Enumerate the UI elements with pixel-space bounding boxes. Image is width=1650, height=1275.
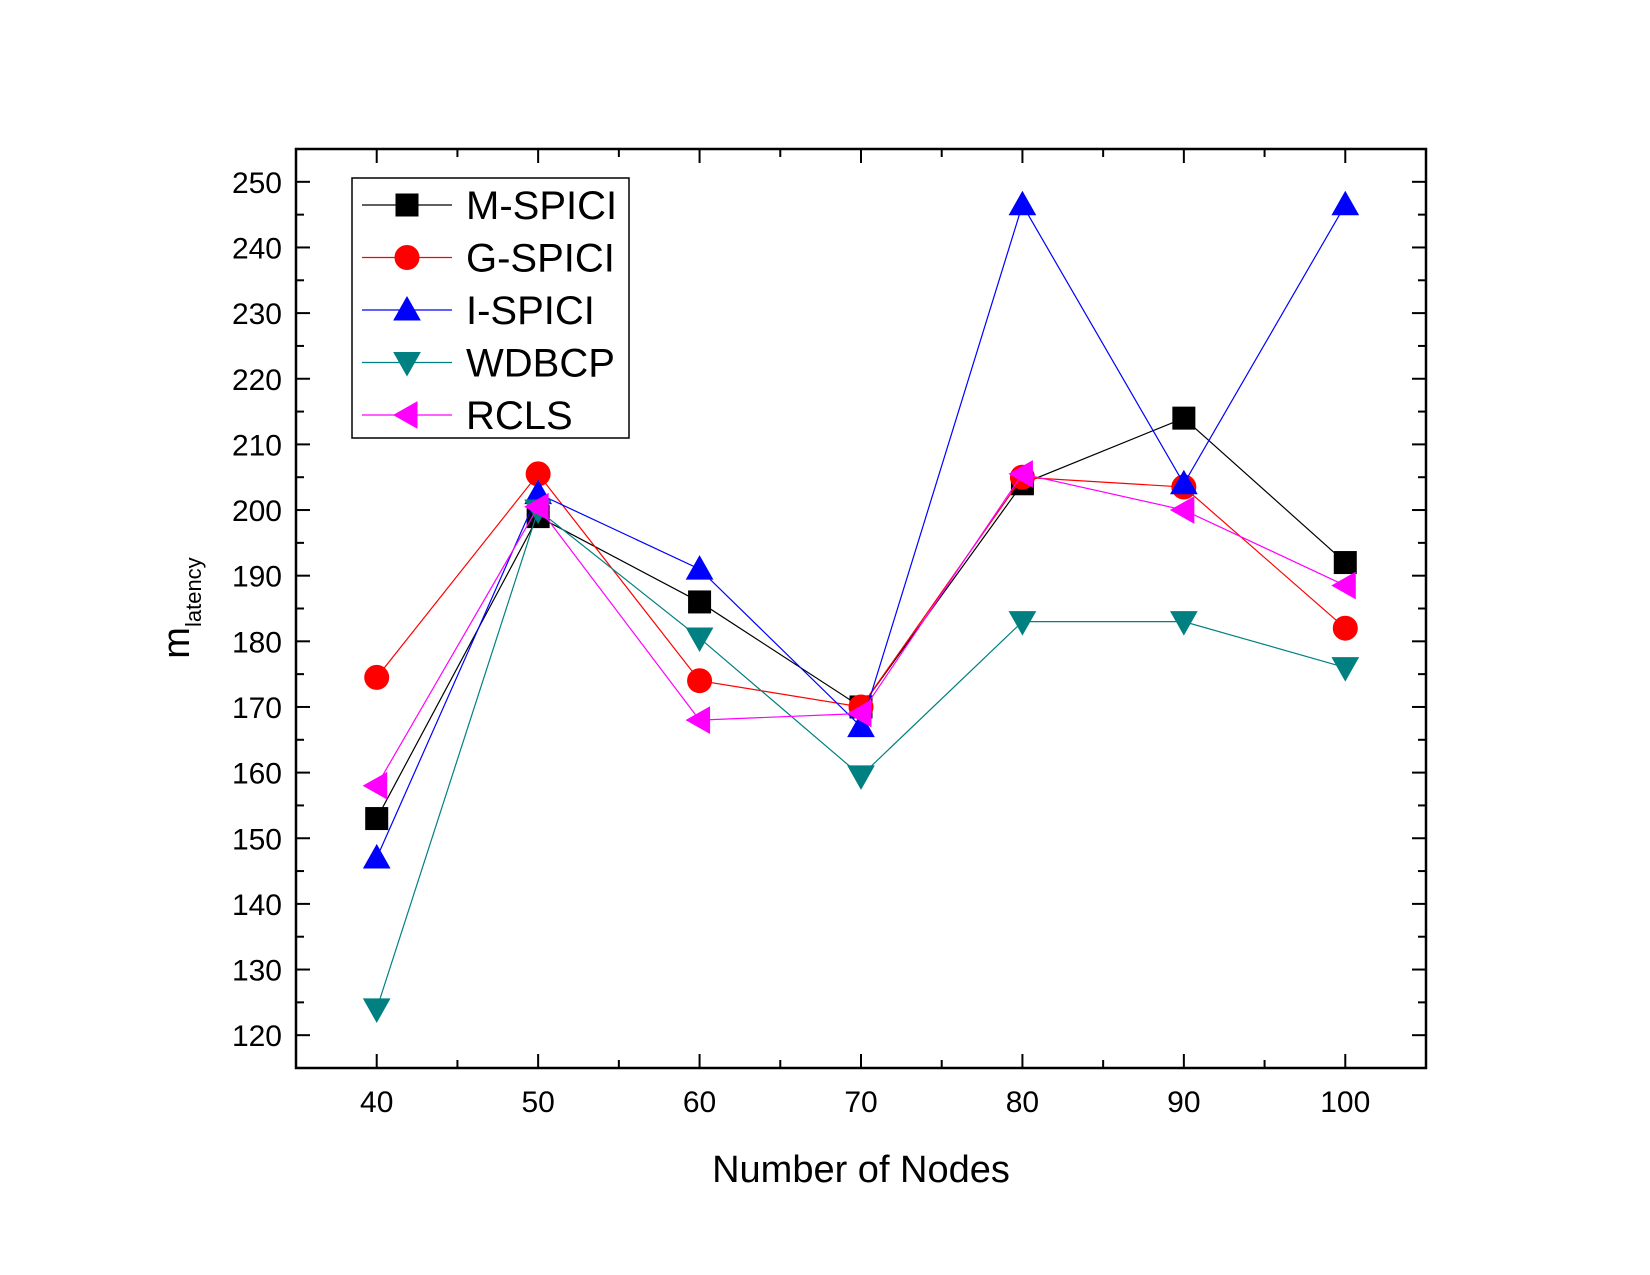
series-line-m-spici — [376, 417, 1346, 819]
x-tick-label: 40 — [360, 1086, 393, 1119]
data-point-i-spici — [1170, 469, 1198, 495]
series-rcls — [362, 460, 1356, 800]
legend-label-i-spici: I-SPICI — [466, 289, 595, 333]
series-layer — [362, 190, 1360, 1023]
legend-marker-i-spici — [393, 295, 421, 321]
data-point-g-spici — [1332, 615, 1358, 641]
data-point-g-spici — [687, 668, 713, 694]
y-axis-title-main: m — [156, 627, 198, 659]
series-i-spici — [362, 190, 1360, 869]
legend-box — [351, 177, 630, 439]
data-point-i-spici — [1008, 190, 1037, 216]
x-tick-label: 80 — [1006, 1086, 1039, 1119]
data-point-wdbcp — [685, 627, 714, 653]
data-point-m-spici — [688, 590, 712, 614]
data-point-rcls — [362, 771, 388, 800]
y-tick-label: 240 — [232, 232, 282, 265]
y-tick-label: 140 — [232, 889, 282, 922]
y-tick-label: 180 — [232, 626, 282, 659]
legend-marker-m-spici — [395, 193, 419, 217]
data-point-i-spici — [847, 712, 875, 738]
x-tick-label: 70 — [844, 1086, 877, 1119]
y-tick-label: 170 — [232, 692, 282, 725]
data-point-wdbcp — [1170, 611, 1198, 636]
data-point-rcls — [846, 699, 872, 728]
data-point-rcls — [685, 706, 711, 734]
data-point-wdbcp — [847, 765, 875, 790]
y-tick-label: 160 — [232, 758, 282, 791]
data-point-m-spici — [1333, 551, 1357, 575]
data-point-rcls — [524, 492, 549, 521]
legend-label-m-spici: M-SPICI — [466, 184, 617, 228]
legend-marker-g-spici — [394, 245, 420, 270]
series-line-g-spici — [376, 472, 1346, 708]
data-point-wdbcp — [1008, 611, 1037, 636]
y-tick-label: 150 — [232, 823, 282, 856]
series-line-wdbcp — [376, 509, 1346, 1010]
y-tick-label: 130 — [232, 955, 282, 988]
series-line-rcls — [376, 473, 1346, 787]
x-tick-label: 60 — [683, 1086, 716, 1119]
series-wdbcp — [362, 499, 1360, 1023]
y-tick-label: 190 — [232, 561, 282, 594]
data-point-wdbcp — [362, 998, 391, 1023]
data-point-m-spici — [365, 807, 389, 831]
legend-label-g-spici: G-SPICI — [466, 237, 615, 281]
y-tick-label: 210 — [232, 429, 282, 462]
y-axis-title-subscript: latency — [181, 557, 206, 627]
data-point-rcls — [1331, 571, 1356, 600]
legend-label-rcls: RCLS — [466, 394, 573, 438]
y-tick-label: 230 — [232, 298, 282, 331]
legend-marker-rcls — [392, 401, 418, 429]
y-tick-label: 200 — [232, 495, 282, 528]
legend-marker-wdbcp — [393, 352, 421, 377]
data-point-rcls — [1008, 460, 1033, 488]
data-point-i-spici — [1331, 190, 1360, 216]
x-tick-label: 50 — [521, 1086, 554, 1119]
data-point-i-spici — [362, 843, 391, 869]
axis-ticks: 40 50 60 70 80 90 100 120 130 140 150 160 170 180 190 2… — [232, 149, 1426, 1119]
y-tick-label: 120 — [232, 1020, 282, 1053]
data-point-i-spici — [685, 555, 714, 580]
legend-label-wdbcp: WDBCP — [466, 342, 615, 386]
series-g-spici — [364, 461, 1358, 720]
legend: M-SPICI G-SPICI I-SPICI WDBCP RCLS — [351, 177, 630, 439]
y-tick-label: 220 — [232, 364, 282, 397]
data-point-rcls — [1169, 496, 1195, 524]
y-tick-label: 250 — [232, 167, 282, 200]
data-point-m-spici — [1172, 406, 1196, 430]
y-axis-title: mlatency — [156, 557, 206, 658]
data-point-g-spici — [364, 664, 390, 690]
data-point-wdbcp — [1331, 657, 1360, 682]
x-axis-title: Number of Nodes — [712, 1149, 1010, 1191]
x-tick-label: 90 — [1167, 1086, 1200, 1119]
x-tick-label: 100 — [1320, 1086, 1370, 1119]
